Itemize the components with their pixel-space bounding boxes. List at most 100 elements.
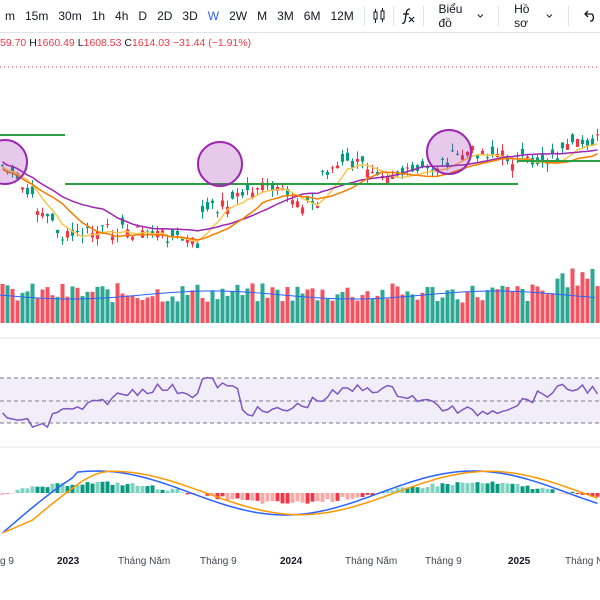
interval-d[interactable]: D bbox=[138, 9, 148, 23]
toolbar-divider bbox=[422, 6, 424, 26]
toolbar-divider bbox=[498, 6, 500, 26]
candle-body bbox=[255, 188, 260, 190]
time-axis-label: Tháng Năm bbox=[345, 556, 398, 567]
macd-histogram-bar bbox=[490, 481, 495, 493]
macd-histogram-bar bbox=[5, 493, 10, 494]
candle-body bbox=[105, 224, 110, 226]
chart-canvas[interactable] bbox=[0, 55, 600, 555]
macd-histogram-bar bbox=[345, 493, 350, 500]
candle-body bbox=[275, 186, 280, 191]
interval-2d[interactable]: 2D bbox=[157, 9, 173, 23]
macd-histogram-bar bbox=[570, 491, 575, 493]
volume-bar bbox=[110, 302, 115, 323]
profile-dropdown[interactable]: Hồ sơ bbox=[504, 0, 563, 32]
candle-body bbox=[450, 150, 455, 152]
macd-histogram-bar bbox=[120, 485, 125, 493]
volume-bar bbox=[155, 289, 160, 323]
macd-histogram-bar bbox=[315, 493, 320, 502]
interval-2w[interactable]: 2W bbox=[229, 9, 248, 23]
volume-bar bbox=[245, 288, 250, 323]
volume-bar bbox=[580, 272, 585, 323]
candle-body bbox=[185, 238, 190, 243]
candle-body bbox=[405, 167, 410, 169]
macd-histogram-bar bbox=[30, 486, 35, 493]
macd-histogram-bar bbox=[295, 493, 300, 502]
interval-6m[interactable]: 6M bbox=[303, 9, 321, 23]
interval-1h[interactable]: 1h bbox=[91, 9, 106, 23]
candle-body bbox=[200, 205, 205, 212]
candle-body bbox=[360, 156, 365, 162]
time-axis-label: g 9 bbox=[0, 556, 14, 567]
candle-body bbox=[0, 164, 5, 166]
interval-m[interactable]: M bbox=[257, 9, 268, 23]
interval-w[interactable]: W bbox=[207, 9, 220, 23]
macd-histogram-bar bbox=[240, 493, 245, 501]
interval-4h[interactable]: 4h bbox=[115, 9, 129, 23]
volume-bar bbox=[55, 296, 60, 323]
macd-histogram-bar bbox=[340, 493, 345, 497]
toolbar-divider bbox=[567, 6, 569, 26]
candles-icon[interactable] bbox=[370, 0, 389, 32]
macd-histogram-bar bbox=[260, 493, 265, 504]
candle-body bbox=[420, 161, 425, 168]
volume-bar bbox=[410, 294, 415, 323]
interval-12m[interactable]: 12M bbox=[330, 9, 354, 23]
volume-bar bbox=[150, 296, 155, 323]
high-value: 1660.49 bbox=[36, 37, 75, 49]
macd-histogram-bar bbox=[170, 488, 175, 493]
volume-bar bbox=[250, 283, 255, 323]
chart-type-label: Biểu đồ bbox=[438, 2, 463, 30]
candle-body bbox=[460, 155, 465, 160]
time-axis-label: Tháng Năm bbox=[118, 556, 171, 567]
volume-bar bbox=[135, 298, 140, 323]
candle-body bbox=[320, 171, 325, 173]
macd-histogram-bar bbox=[595, 493, 600, 497]
interval-30m[interactable]: 30m bbox=[58, 9, 82, 23]
interval-3d[interactable]: 3D bbox=[182, 9, 198, 23]
volume-bar bbox=[190, 290, 195, 323]
volume-bar bbox=[40, 289, 45, 323]
interval-m[interactable]: m bbox=[5, 9, 15, 23]
low-label: L bbox=[77, 37, 84, 49]
macd-histogram-bar bbox=[520, 486, 525, 493]
candle-body bbox=[365, 169, 370, 178]
candle-body bbox=[195, 243, 200, 248]
interval-3m[interactable]: 3M bbox=[277, 9, 294, 23]
undo-icon[interactable] bbox=[581, 0, 600, 32]
macd-histogram-bar bbox=[425, 487, 430, 493]
candle-body bbox=[315, 205, 320, 208]
fx-icon[interactable] bbox=[399, 0, 418, 32]
macd-histogram-bar bbox=[485, 483, 490, 493]
volume-bar bbox=[575, 285, 580, 323]
interval-15m[interactable]: 15m bbox=[25, 9, 49, 23]
volume-bar bbox=[330, 300, 335, 323]
macd-histogram-bar bbox=[500, 482, 505, 493]
macd-histogram-bar bbox=[435, 486, 440, 493]
macd-histogram-bar bbox=[100, 481, 105, 493]
macd-histogram-bar bbox=[160, 489, 165, 493]
volume-bar bbox=[525, 301, 530, 323]
candle-body bbox=[85, 226, 90, 229]
volume-bar bbox=[490, 287, 495, 323]
volume-bar bbox=[35, 298, 40, 323]
macd-histogram-bar bbox=[540, 487, 545, 493]
macd-histogram-bar bbox=[310, 493, 315, 502]
candle-body bbox=[55, 229, 60, 234]
close-label: C bbox=[124, 37, 133, 49]
macd-histogram-bar bbox=[165, 490, 170, 493]
macd-histogram-bar bbox=[230, 493, 235, 500]
candle-body bbox=[165, 241, 170, 243]
candle-body bbox=[180, 237, 185, 241]
volume-bar bbox=[360, 295, 365, 323]
macd-histogram-bar bbox=[530, 489, 535, 493]
chart-type-dropdown[interactable]: Biểu đồ bbox=[428, 0, 493, 32]
candle-body bbox=[455, 153, 460, 155]
time-axis-label: Tháng Năm bbox=[565, 556, 600, 567]
time-axis-label: 2023 bbox=[57, 556, 80, 567]
volume-bar bbox=[440, 297, 445, 323]
volume-bar bbox=[240, 295, 245, 323]
macd-histogram-bar bbox=[175, 489, 180, 493]
volume-bar bbox=[465, 291, 470, 323]
macd-histogram-bar bbox=[585, 493, 590, 495]
candle-body bbox=[10, 166, 15, 172]
